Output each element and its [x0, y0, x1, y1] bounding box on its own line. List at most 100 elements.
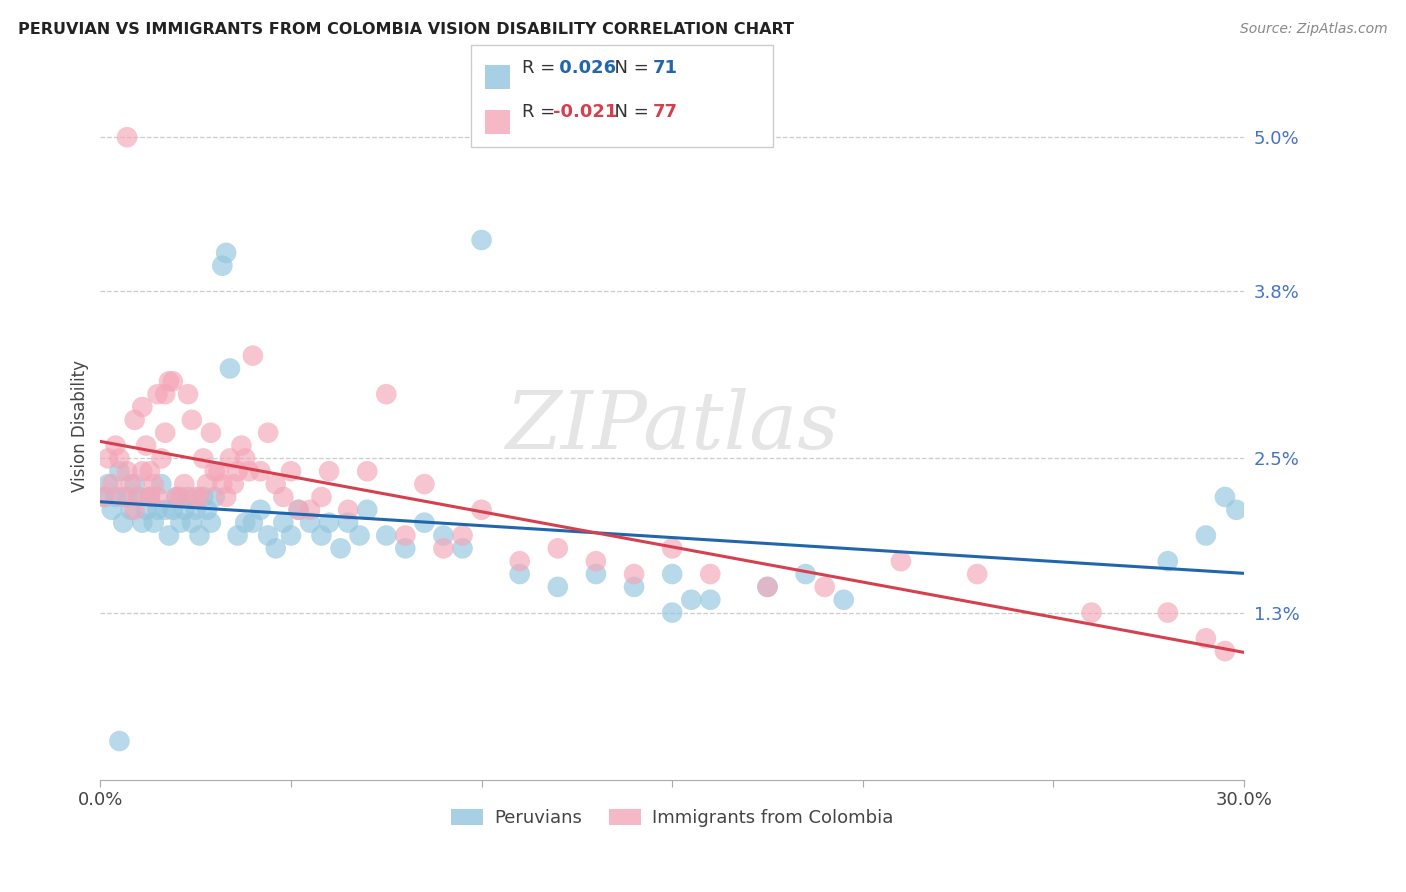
Point [115, 464, 138, 478]
Point [1195, 528, 1218, 542]
Point [204, 464, 226, 478]
Point [242, 349, 264, 363]
Point [135, 503, 157, 517]
Point [162, 503, 184, 517]
Point [318, 464, 340, 478]
Point [547, 580, 569, 594]
Point [661, 606, 683, 620]
Point [298, 516, 321, 530]
Text: 0.026: 0.026 [553, 59, 616, 77]
Point [142, 516, 165, 530]
Point [257, 425, 280, 440]
Point [794, 567, 817, 582]
Point [298, 503, 321, 517]
Text: R =: R = [522, 59, 561, 77]
Point [131, 400, 153, 414]
Point [890, 554, 912, 568]
Point [257, 528, 280, 542]
Text: Source: ZipAtlas.com: Source: ZipAtlas.com [1240, 22, 1388, 37]
Point [153, 387, 176, 401]
Text: R =: R = [522, 103, 561, 121]
Point [97, 477, 120, 491]
Point [451, 541, 474, 556]
Point [280, 528, 302, 542]
Point [375, 387, 398, 401]
Point [173, 503, 195, 517]
Point [413, 516, 436, 530]
Point [173, 477, 195, 491]
Point [180, 413, 202, 427]
Point [233, 451, 256, 466]
Point [337, 503, 360, 517]
Point [222, 477, 245, 491]
Point [195, 503, 218, 517]
Point [204, 490, 226, 504]
Point [661, 567, 683, 582]
Point [139, 464, 162, 478]
Point [157, 528, 180, 542]
Point [115, 490, 138, 504]
Point [127, 490, 149, 504]
Point [120, 477, 142, 491]
Point [394, 541, 416, 556]
Point [756, 580, 779, 594]
Point [1157, 606, 1180, 620]
Point [166, 490, 188, 504]
Point [471, 233, 494, 247]
Text: PERUVIAN VS IMMIGRANTS FROM COLOMBIA VISION DISABILITY CORRELATION CHART: PERUVIAN VS IMMIGRANTS FROM COLOMBIA VIS… [18, 22, 794, 37]
Point [356, 503, 378, 517]
Point [184, 490, 207, 504]
Point [146, 490, 169, 504]
Point [108, 464, 131, 478]
Point [238, 464, 260, 478]
Point [177, 490, 200, 504]
Point [264, 477, 287, 491]
Point [413, 477, 436, 491]
Y-axis label: Vision Disability: Vision Disability [72, 360, 89, 492]
Point [231, 439, 253, 453]
Point [177, 387, 200, 401]
Point [337, 516, 360, 530]
Point [211, 259, 233, 273]
Point [146, 387, 169, 401]
Point [585, 567, 607, 582]
Point [471, 503, 494, 517]
Text: 77: 77 [652, 103, 678, 121]
Point [131, 516, 153, 530]
Point [273, 490, 295, 504]
Point [966, 567, 988, 582]
Point [699, 592, 721, 607]
Point [585, 554, 607, 568]
Point [623, 567, 645, 582]
Point [101, 477, 124, 491]
Point [219, 361, 242, 376]
Point [226, 528, 249, 542]
Point [1213, 490, 1236, 504]
Point [233, 516, 256, 530]
Point [169, 490, 191, 504]
Point [131, 464, 153, 478]
Point [115, 130, 138, 145]
Point [200, 516, 222, 530]
Point [318, 516, 340, 530]
Point [264, 541, 287, 556]
Point [112, 490, 135, 504]
Point [139, 490, 162, 504]
Point [547, 541, 569, 556]
Point [432, 528, 454, 542]
Point [139, 490, 162, 504]
Point [1213, 644, 1236, 658]
Point [150, 451, 173, 466]
Point [153, 503, 176, 517]
Point [832, 592, 855, 607]
Point [219, 451, 242, 466]
Point [108, 451, 131, 466]
Point [207, 464, 229, 478]
Point [184, 503, 207, 517]
Text: N =: N = [603, 103, 655, 121]
Point [215, 245, 238, 260]
Point [311, 528, 333, 542]
Point [200, 425, 222, 440]
Point [124, 413, 146, 427]
Point [394, 528, 416, 542]
